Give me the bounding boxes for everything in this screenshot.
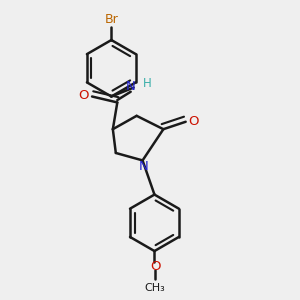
Text: O: O — [150, 260, 160, 273]
Text: O: O — [79, 89, 89, 102]
Text: N: N — [126, 80, 136, 93]
Text: Br: Br — [104, 13, 118, 26]
Text: O: O — [189, 115, 199, 128]
Text: CH₃: CH₃ — [145, 283, 165, 292]
Text: N: N — [139, 160, 149, 173]
Text: H: H — [143, 77, 152, 90]
